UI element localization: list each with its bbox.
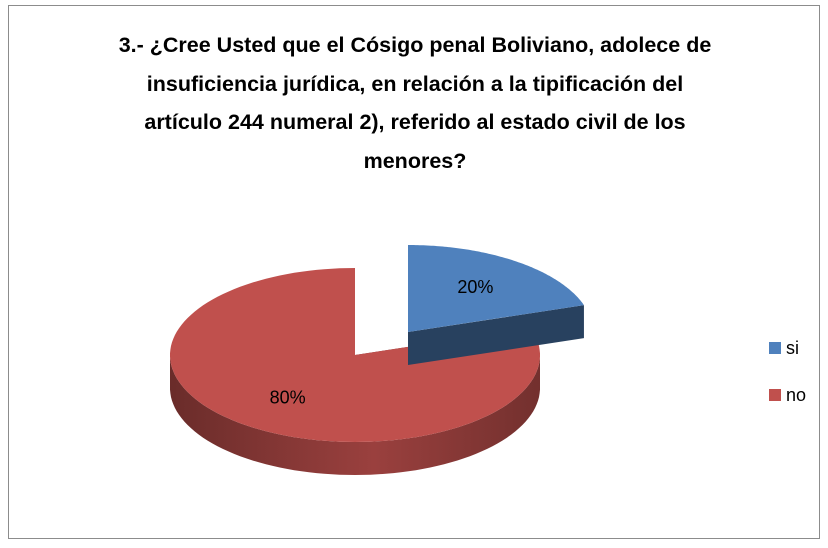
legend-label: si bbox=[786, 338, 799, 358]
slice-side bbox=[170, 356, 540, 475]
chart-frame bbox=[8, 5, 820, 539]
pie-slice: 20% bbox=[408, 245, 584, 365]
legend-label: no bbox=[786, 385, 806, 405]
slice-cut-face bbox=[408, 305, 584, 365]
slice-top bbox=[170, 268, 540, 442]
slice-top bbox=[408, 245, 584, 332]
legend-swatch bbox=[769, 342, 781, 354]
data-label: 20% bbox=[457, 277, 493, 297]
data-label: 80% bbox=[270, 387, 306, 407]
legend-swatch bbox=[769, 389, 781, 401]
chart-title: 3.- ¿Cree Usted que el Cósigo penal Boli… bbox=[118, 33, 712, 173]
